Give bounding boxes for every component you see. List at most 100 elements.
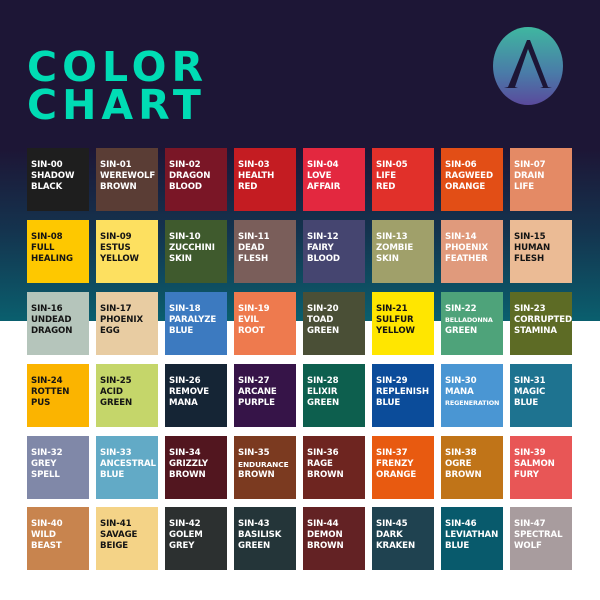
color-swatch-sin-30: SIN-30 MANA REGENERATION	[441, 364, 503, 427]
swatch-name-line: SULFUR	[376, 315, 414, 325]
color-swatch-sin-38: SIN-38 OGRE BROWN	[441, 436, 503, 499]
color-swatch-sin-15: SIN-15 HUMAN FLESH	[510, 220, 572, 283]
color-swatch-sin-03: SIN-03 HEALTH RED	[234, 148, 296, 211]
color-swatch-sin-18: SIN-18 PARALYZE BLUE	[165, 292, 227, 355]
color-swatch-sin-29: SIN-29 REPLENISH BLUE	[372, 364, 434, 427]
color-swatch-sin-16: SIN-16 UNDEAD DRAGON	[27, 292, 89, 355]
swatch-code: SIN-18	[169, 304, 201, 314]
swatch-code: SIN-34	[169, 448, 201, 458]
color-swatch-sin-07: SIN-07 DRAIN LIFE	[510, 148, 572, 211]
swatch-name-line: PHOENIX	[100, 315, 143, 325]
swatch-code: SIN-05	[376, 160, 408, 170]
color-swatch-sin-14: SIN-14 PHOENIX FEATHER	[441, 220, 503, 283]
swatch-code: SIN-17	[100, 304, 132, 314]
swatch-name-line: RAGWEED	[445, 171, 493, 181]
swatch-name-line: GOLEM	[169, 530, 203, 540]
swatch-name-line: GREEN	[307, 326, 340, 336]
swatch-name-line: FLESH	[238, 254, 269, 264]
color-swatch-sin-31: SIN-31 MAGIC BLUE	[510, 364, 572, 427]
swatch-name-line: BLUE	[169, 326, 194, 336]
swatch-name-line: FEATHER	[445, 254, 488, 264]
swatch-name-line: MANA	[445, 387, 474, 397]
swatch-name-line: PURPLE	[238, 398, 275, 408]
swatch-name-line: ZUCCHINI	[169, 243, 215, 253]
swatch-name-line: FLESH	[514, 254, 545, 264]
swatch-name-line: ESTUS	[100, 243, 131, 253]
swatch-code: SIN-06	[445, 160, 477, 170]
swatch-name-line: PARALYZE	[169, 315, 217, 325]
swatch-name-line: LOVE	[307, 171, 332, 181]
swatch-code: SIN-27	[238, 376, 270, 386]
swatch-code: SIN-37	[376, 448, 408, 458]
swatch-name-line: SHADOW	[31, 171, 75, 181]
swatch-name-line: DRAGON	[31, 326, 73, 336]
swatch-name-line: ORANGE	[376, 470, 417, 480]
swatch-name-line: GREY	[31, 459, 57, 469]
swatch-code: SIN-19	[238, 304, 270, 314]
color-swatch-sin-02: SIN-02 DRAGON BLOOD	[165, 148, 227, 211]
swatch-name-line: EVIL	[238, 315, 259, 325]
swatch-code: SIN-47	[514, 519, 546, 529]
swatch-name-line: HEALTH	[238, 171, 275, 181]
swatch-name-line: BROWN	[100, 182, 137, 192]
swatch-name-line: KRAKEN	[376, 541, 416, 551]
swatch-code: SIN-03	[238, 160, 270, 170]
swatch-name-line: UNDEAD	[31, 315, 72, 325]
swatch-code: SIN-26	[169, 376, 201, 386]
swatch-code: SIN-04	[307, 160, 339, 170]
swatch-code: SIN-33	[100, 448, 132, 458]
page-title: COLOR CHART	[27, 43, 209, 126]
swatch-name-line: YELLOW	[100, 254, 139, 264]
swatch-code: SIN-22	[445, 304, 477, 314]
swatch-name-line: FURY	[514, 470, 539, 480]
swatch-name-line: ENDURANCE	[238, 460, 289, 469]
swatch-code: SIN-29	[376, 376, 408, 386]
swatch-name-line: SKIN	[376, 254, 399, 264]
color-swatch-sin-47: SIN-47 SPECTRAL WOLF	[510, 507, 572, 570]
swatch-name-line: DRAIN	[514, 171, 545, 181]
swatch-code: SIN-20	[307, 304, 339, 314]
color-swatch-sin-12: SIN-12 FAIRY BLOOD	[303, 220, 365, 283]
swatch-code: SIN-00	[31, 160, 63, 170]
swatch-name-line: BLUE	[514, 398, 539, 408]
color-swatch-sin-27: SIN-27 ARCANE PURPLE	[234, 364, 296, 427]
color-swatch-sin-40: SIN-40 WILD BEAST	[27, 507, 89, 570]
color-swatch-sin-35: SIN-35 ENDURANCE BROWN	[234, 436, 296, 499]
swatch-name-line: TOAD	[307, 315, 334, 325]
swatch-name-line: AFFAIR	[307, 182, 341, 192]
swatch-code: SIN-38	[445, 448, 477, 458]
color-swatch-sin-33: SIN-33 ANCESTRAL BLUE	[96, 436, 158, 499]
color-swatch-sin-28: SIN-28 ELIXIR GREEN	[303, 364, 365, 427]
swatch-name-line: BLUE	[100, 470, 125, 480]
swatch-name-line: LIFE	[514, 182, 535, 192]
swatch-code: SIN-45	[376, 519, 408, 529]
swatch-name-line: GREEN	[238, 541, 271, 551]
swatch-name-line: RED	[238, 182, 258, 192]
color-swatch-sin-00: SIN-00 SHADOW BLACK	[27, 148, 89, 211]
swatch-name-line: YELLOW	[376, 326, 415, 336]
color-swatch-sin-37: SIN-37 FRENZY ORANGE	[372, 436, 434, 499]
swatch-name-line: MANA	[169, 398, 198, 408]
swatch-name-line: EGG	[100, 326, 120, 336]
swatch-name-line: OGRE	[445, 459, 472, 469]
swatch-name-line: FULL	[31, 243, 55, 253]
swatch-name-line: HEALING	[31, 254, 73, 264]
swatch-name-line: REPLENISH	[376, 387, 430, 397]
swatch-name-line: SKIN	[169, 254, 192, 264]
swatch-code: SIN-02	[169, 160, 201, 170]
swatch-name-line: RAGE	[307, 459, 333, 469]
swatch-code: SIN-16	[31, 304, 63, 314]
title-line-1: COLOR	[27, 43, 209, 91]
swatch-code: SIN-12	[307, 232, 339, 242]
color-swatch-sin-06: SIN-06 RAGWEED ORANGE	[441, 148, 503, 211]
swatch-name-line: BROWN	[445, 470, 482, 480]
swatch-name-line: ROTTEN	[31, 387, 70, 397]
color-swatch-sin-17: SIN-17 PHOENIX EGG	[96, 292, 158, 355]
swatch-name-line: BROWN	[238, 470, 275, 480]
swatch-name-line: RED	[376, 182, 396, 192]
swatch-name-line: ELIXIR	[307, 387, 338, 397]
swatch-name-line: DEAD	[238, 243, 265, 253]
color-swatch-sin-34: SIN-34 GRIZZLY BROWN	[165, 436, 227, 499]
swatch-name-line: BLUE	[376, 398, 401, 408]
color-swatch-sin-10: SIN-10 ZUCCHINI SKIN	[165, 220, 227, 283]
